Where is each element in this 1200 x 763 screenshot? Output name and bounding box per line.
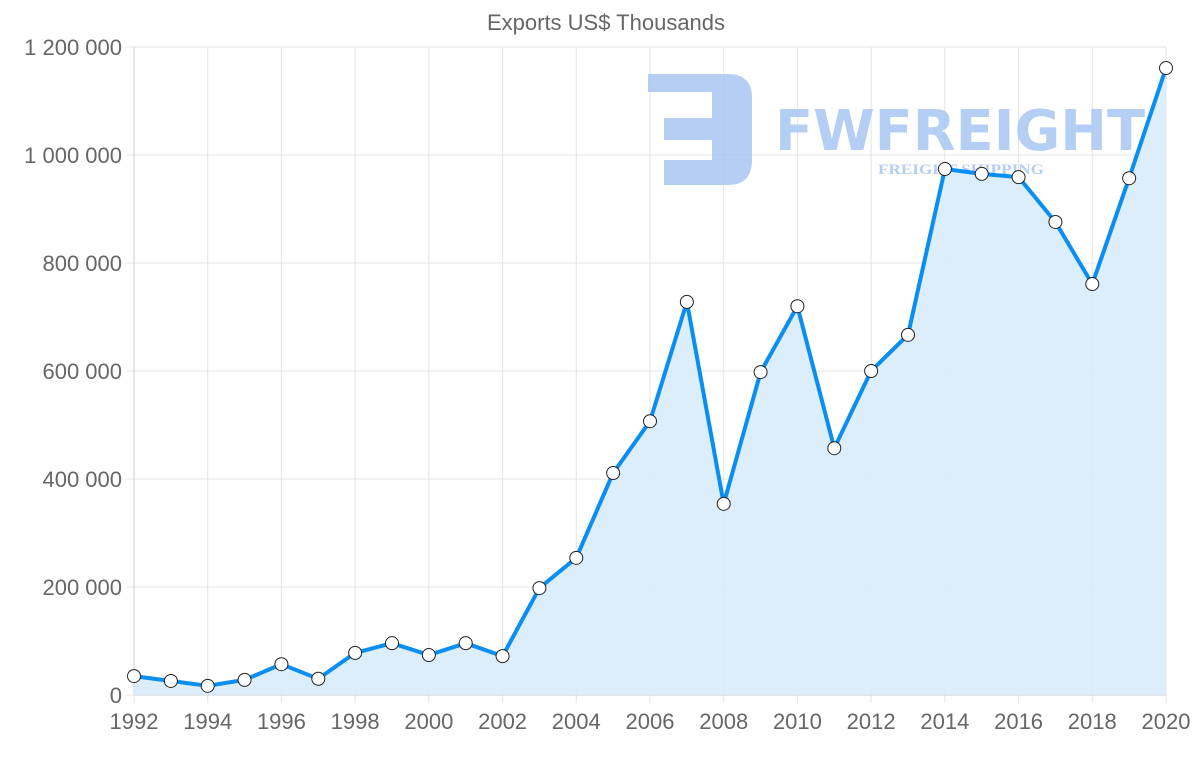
x-tick-label: 2016 <box>994 709 1043 734</box>
data-point <box>421 648 436 663</box>
watermark-logo-mark <box>648 74 752 185</box>
data-point <box>606 466 621 481</box>
data-point <box>937 162 952 177</box>
x-tick-label: 1994 <box>183 709 232 734</box>
x-tick-label: 2008 <box>699 709 748 734</box>
data-point <box>643 414 657 429</box>
data-point <box>864 364 879 378</box>
x-tick-label: 2018 <box>1068 709 1117 734</box>
data-point <box>1085 277 1100 292</box>
watermark-logo: FWFREIGHT FREIGHT SHIPPING <box>648 74 1145 185</box>
x-tick-label: 2004 <box>552 709 601 734</box>
data-point <box>679 294 694 309</box>
x-tick-label: 2002 <box>478 709 527 734</box>
y-tick-label: 600 000 <box>42 359 122 384</box>
data-point <box>1122 171 1137 186</box>
x-tick-label: 2020 <box>1142 709 1191 734</box>
series-area-fill <box>134 68 1166 696</box>
x-tick-label: 2012 <box>847 709 896 734</box>
x-tick-label: 2010 <box>773 709 822 734</box>
watermark-brand: FWFREIGHT <box>775 99 1145 164</box>
data-point <box>311 671 326 686</box>
data-point <box>458 636 473 651</box>
data-point <box>532 581 547 596</box>
chart-title: Exports US$ Thousands <box>487 10 725 35</box>
data-point <box>127 669 141 684</box>
tick-labels: 0 200 000 400 000 600 000 800 000 1 000 000 1 … <box>24 35 1190 734</box>
y-tick-label: 800 000 <box>42 251 122 276</box>
x-tick-label: 1996 <box>257 709 306 734</box>
y-tick-label: 1 000 000 <box>24 143 122 168</box>
data-point <box>274 657 289 672</box>
x-tick-label: 1992 <box>110 709 159 734</box>
data-point <box>974 166 989 181</box>
data-point <box>1011 170 1026 185</box>
data-point <box>495 649 510 664</box>
data-point <box>753 365 768 380</box>
data-point <box>163 673 178 688</box>
data-point <box>790 299 805 314</box>
x-tick-label: 2006 <box>626 709 675 734</box>
data-point <box>200 678 215 693</box>
data-point <box>569 550 584 565</box>
data-point <box>827 441 842 456</box>
y-tick-label: 1 200 000 <box>24 35 122 60</box>
data-point <box>237 672 252 687</box>
data-point <box>901 327 915 342</box>
series <box>127 61 1173 696</box>
data-point <box>385 636 399 651</box>
data-point <box>348 645 363 660</box>
y-tick-label: 400 000 <box>42 467 122 492</box>
y-tick-label: 0 <box>110 683 122 708</box>
data-point <box>716 496 731 511</box>
x-tick-label: 2014 <box>920 709 969 734</box>
data-point <box>1159 61 1173 76</box>
data-point <box>1048 214 1063 229</box>
x-tick-label: 1998 <box>331 709 380 734</box>
x-tick-label: 2000 <box>404 709 453 734</box>
y-tick-label: 200 000 <box>42 575 122 600</box>
